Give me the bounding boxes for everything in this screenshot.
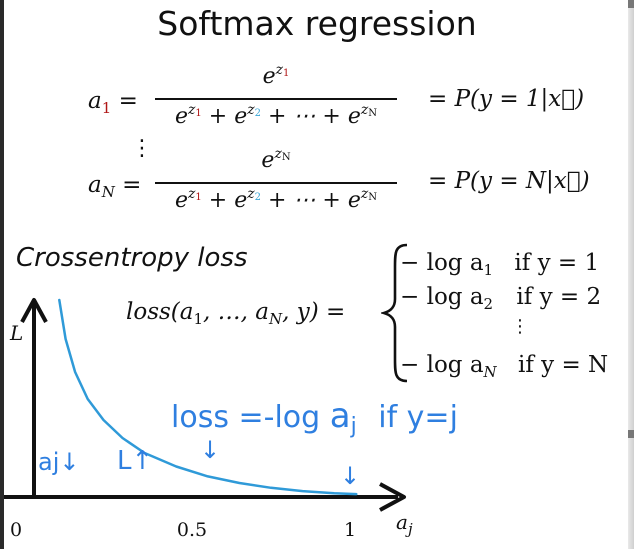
- softmax-fraction-1: ez1 ez1 + ez2 + ⋯ + ezN: [151, 62, 401, 134]
- denominator-n: ez1 + ez2 + ⋯ + ezN: [174, 186, 378, 213]
- a1-sub: 1: [101, 99, 112, 117]
- den-sub-2: 2: [254, 192, 261, 203]
- loss-lhs-mid: , …, a: [203, 299, 270, 325]
- den-sub-n: N: [368, 108, 378, 119]
- plus: +: [267, 104, 287, 129]
- plus: +: [322, 188, 341, 213]
- fraction-bar: [155, 182, 397, 184]
- loss-function-lhs: loss(a1, …, aN, y) =: [126, 299, 346, 328]
- plus: +: [267, 188, 287, 213]
- y-axis-label: L: [10, 321, 24, 345]
- case-1: − log a1 if y = 1: [400, 250, 599, 279]
- case-n-cond: if y = N: [517, 352, 609, 378]
- case-2-cond: if y = 2: [516, 284, 602, 310]
- case-1-cond: if y = 1: [514, 250, 600, 276]
- case-2: − log a2 if y = 2: [400, 284, 601, 313]
- cases-brace: [381, 243, 408, 383]
- ellipsis: ⋯: [293, 104, 316, 129]
- right-edge-strip: [628, 0, 634, 549]
- x-axis-arrow-icon: [379, 482, 406, 512]
- case-1-sub: 1: [483, 261, 494, 279]
- handwritten-aj-down: aj↓: [38, 448, 80, 476]
- handwritten-loss-equation: loss =-log aj if y=j: [171, 396, 458, 439]
- y-axis-arrow-icon: [20, 298, 48, 323]
- loss-lhs-end: , y) =: [282, 299, 346, 325]
- den-sub-n: N: [368, 192, 378, 203]
- plus: +: [208, 104, 228, 129]
- aN-sub: N: [101, 183, 115, 201]
- case-1-expr: − log a: [400, 250, 484, 276]
- numerator-n: ezN: [261, 146, 291, 173]
- edge-notch: [628, 0, 634, 8]
- exp-sub: 1: [283, 68, 290, 79]
- x-axis-label: aj: [396, 510, 413, 538]
- hand-loss-eq: loss =-log: [171, 400, 321, 435]
- x-tick-label: 0.5: [177, 519, 207, 541]
- handwritten-arrow-down-icon: ↓: [200, 436, 221, 464]
- den-sub-1: 1: [195, 192, 202, 203]
- softmax-fraction-n: ezN ez1 + ez2 + ⋯ + ezN: [151, 146, 401, 218]
- aN-base: a: [88, 172, 102, 198]
- a1-equals: =: [118, 88, 138, 114]
- case-n: − log aN if y = N: [400, 352, 608, 381]
- denominator-1: ez1 + ez2 + ⋯ + ezN: [174, 102, 378, 129]
- edge-notch: [628, 430, 634, 438]
- vertical-dots: ⋮: [131, 136, 153, 161]
- plus: +: [322, 104, 341, 129]
- probability-y1: = P(y = 1|x⃗): [428, 86, 585, 112]
- hand-a: a: [329, 396, 351, 436]
- den-sub-2: 2: [254, 108, 261, 119]
- case-2-expr: − log a: [400, 284, 484, 310]
- exp-sub: N: [281, 152, 291, 163]
- exp-base: z: [274, 146, 282, 162]
- loss-lhs-start: loss(a: [126, 299, 194, 325]
- handwritten-L-up: L↑: [117, 446, 154, 476]
- ellipsis: ⋯: [293, 188, 316, 213]
- exp-base: z: [275, 62, 284, 78]
- aN-symbol: aN =: [88, 172, 141, 201]
- case-n-sub: N: [483, 363, 497, 381]
- left-edge-strip: [0, 0, 4, 549]
- case-2-sub: 2: [483, 295, 494, 313]
- numerator-1: ez1: [262, 62, 290, 89]
- case-n-expr: − log a: [400, 352, 484, 378]
- cases-vertical-dots: ⋮: [511, 316, 529, 337]
- fraction-bar: [155, 98, 397, 100]
- plus: +: [208, 188, 228, 213]
- aN-equals: =: [122, 172, 142, 198]
- a1-base: a: [88, 88, 102, 114]
- den-sub-1: 1: [195, 108, 202, 119]
- a1-symbol: a1 =: [88, 88, 138, 117]
- loss-curve: [58, 298, 358, 496]
- handwritten-arrow-down-icon: ↓: [340, 462, 361, 490]
- hand-if-y-j: if y=j: [378, 400, 458, 435]
- x-tick-label: 0: [10, 519, 22, 541]
- probability-yN: = P(y = N|x⃗): [428, 168, 590, 194]
- hand-j: j: [350, 414, 357, 439]
- x-tick-label: 1: [344, 519, 356, 541]
- crossentropy-heading: Crossentropy loss: [16, 243, 248, 273]
- slide-title: Softmax regression: [157, 4, 477, 43]
